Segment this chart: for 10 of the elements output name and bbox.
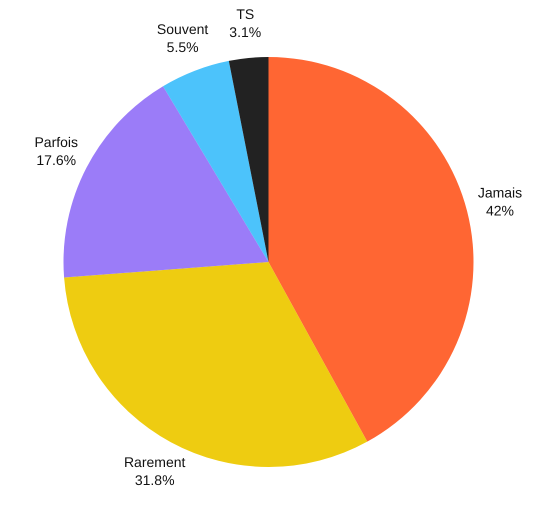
slice-label: Jamais [478, 184, 522, 200]
slice-label: Souvent [156, 20, 208, 37]
data-label: 17.6% [36, 152, 76, 168]
slice-label: TS [236, 6, 254, 22]
data-label: 3.1% [229, 24, 262, 40]
slice-label: Parfois [34, 134, 78, 150]
data-label: 31.8% [134, 472, 175, 488]
data-label: 5.5% [166, 38, 199, 55]
data-label: 42% [486, 202, 514, 218]
slice-label: Rarement [124, 454, 186, 470]
